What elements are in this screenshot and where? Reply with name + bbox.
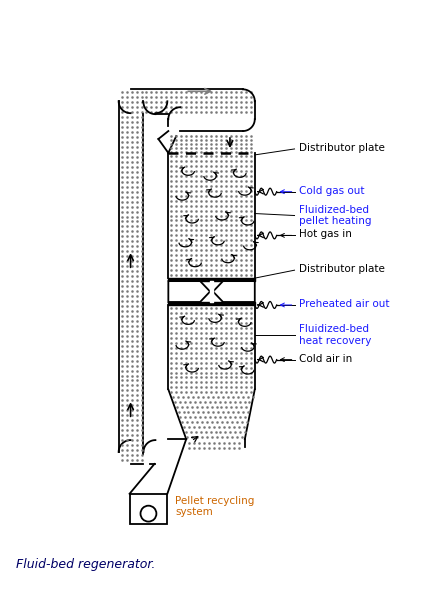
- Text: Preheated air out: Preheated air out: [299, 299, 390, 309]
- Text: Fluidized-bed
heat recovery: Fluidized-bed heat recovery: [299, 324, 372, 346]
- Polygon shape: [168, 281, 210, 302]
- Text: Fluid-bed regenerator.: Fluid-bed regenerator.: [16, 558, 156, 572]
- Text: Distributor plate: Distributor plate: [299, 264, 385, 274]
- Text: Distributor plate: Distributor plate: [299, 143, 385, 153]
- Circle shape: [141, 505, 157, 522]
- Polygon shape: [213, 281, 255, 302]
- Text: Pellet recycling
system: Pellet recycling system: [175, 496, 254, 517]
- Text: Fluidized-bed
pellet heating: Fluidized-bed pellet heating: [299, 204, 372, 226]
- Text: Cold air in: Cold air in: [299, 353, 353, 364]
- Bar: [130, 493, 167, 523]
- Text: Hot gas in: Hot gas in: [299, 229, 352, 240]
- Text: Cold gas out: Cold gas out: [299, 186, 365, 195]
